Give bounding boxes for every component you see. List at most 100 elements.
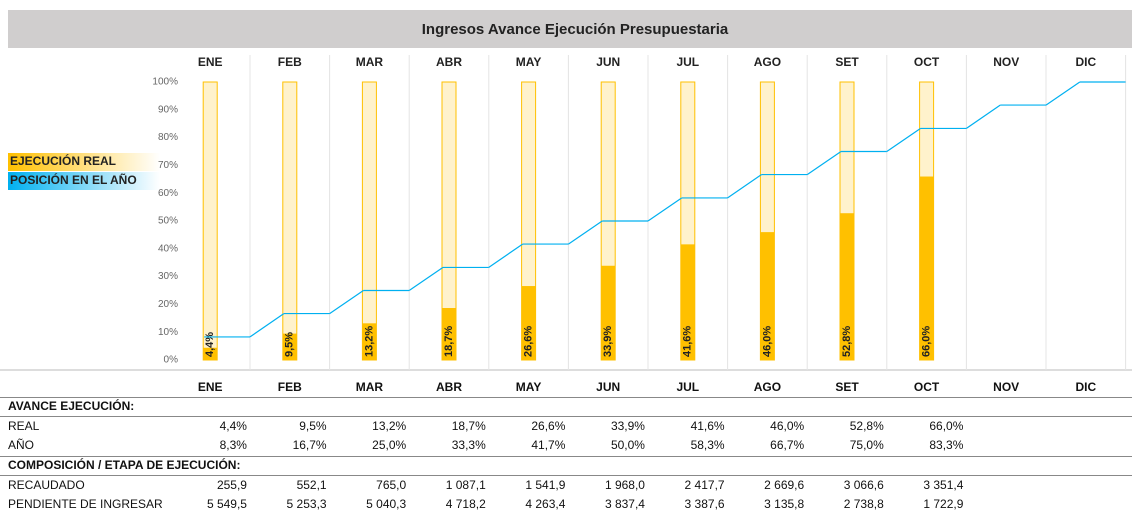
data-label: 52,8% — [841, 326, 853, 357]
table-cell: 33,9% — [610, 419, 645, 433]
table-cell: 5 040,3 — [366, 497, 407, 511]
table-cell: 5 253,3 — [286, 497, 327, 511]
table-cell: 18,7% — [451, 419, 486, 433]
line-connector — [568, 220, 603, 245]
table-cell: 3 066,6 — [843, 478, 884, 492]
table-cell: 2 669,6 — [764, 478, 805, 492]
data-label: 4,4% — [204, 332, 216, 357]
table-cell: 75,0% — [849, 438, 884, 452]
table-cell: 2 417,7 — [684, 478, 725, 492]
separator — [0, 397, 1132, 398]
y-tick-label: 100% — [152, 77, 178, 88]
table-cell: 3 351,4 — [923, 478, 964, 492]
data-label: 33,9% — [602, 326, 614, 357]
table-header: MAR — [355, 380, 384, 394]
table-header: MAY — [515, 380, 542, 394]
section-title: COMPOSICIÓN / ETAPA DE EJECUCIÓN: — [8, 458, 241, 472]
x-tick-label: DIC — [1075, 55, 1096, 69]
data-label: 41,6% — [682, 326, 694, 357]
table-cell: 255,9 — [216, 478, 247, 492]
bar — [521, 286, 536, 360]
bar — [680, 244, 695, 360]
legend-label: EJECUCIÓN REAL — [10, 153, 116, 168]
line-connector — [886, 127, 921, 152]
x-tick-label: OCT — [914, 55, 940, 69]
separator — [0, 475, 1132, 476]
bar — [282, 333, 297, 360]
row-label: RECAUDADO — [8, 478, 85, 492]
table-cell: 58,3% — [690, 438, 725, 452]
y-tick-label: 30% — [158, 271, 178, 282]
table-cell: 46,0% — [770, 419, 805, 433]
y-tick-label: 60% — [158, 188, 178, 199]
data-label: 9,5% — [284, 332, 296, 357]
table-cell: 8,3% — [219, 438, 247, 452]
x-tick-label: JUL — [676, 55, 699, 69]
separator — [0, 416, 1132, 417]
table-cell: 52,8% — [849, 419, 884, 433]
table-cell: 1 968,0 — [604, 478, 645, 492]
row-label: REAL — [8, 419, 40, 433]
table-header: OCT — [913, 380, 940, 394]
table-cell: 2 738,8 — [843, 497, 884, 511]
line-connector — [408, 266, 444, 291]
table-header: SET — [835, 380, 859, 394]
data-label: 66,0% — [921, 326, 933, 357]
x-tick-label: AGO — [754, 55, 781, 69]
table-cell: 4 263,4 — [525, 497, 566, 511]
table-cell: 41,7% — [531, 438, 566, 452]
table-cell: 66,0% — [929, 419, 964, 433]
table-header: ABR — [435, 380, 462, 394]
table-cell: 1 722,9 — [923, 497, 964, 511]
row-label: PENDIENTE DE INGRESAR — [8, 497, 163, 511]
table-cell: 26,6% — [531, 419, 566, 433]
table-header: FEB — [277, 380, 302, 394]
x-tick-label: NOV — [993, 55, 1019, 69]
x-tick-label: MAY — [516, 55, 542, 69]
table-header: ENE — [197, 380, 223, 394]
y-tick-label: 50% — [158, 216, 178, 227]
y-tick-label: 20% — [158, 299, 178, 310]
table-cell: 13,2% — [372, 419, 407, 433]
bar — [601, 265, 616, 360]
y-tick-label: 80% — [158, 132, 178, 143]
line-connector — [249, 313, 285, 338]
table-cell: 5 549,5 — [206, 497, 247, 511]
legend-swatch — [8, 172, 160, 190]
separator — [0, 456, 1132, 457]
x-tick-label: FEB — [278, 55, 302, 69]
table-cell: 1 541,9 — [525, 478, 566, 492]
table-cell: 66,7% — [770, 438, 805, 452]
table-cell: 4 718,2 — [445, 497, 486, 511]
legend-label: POSICIÓN EN EL AÑO — [10, 172, 137, 187]
table-header: JUL — [676, 380, 700, 394]
x-tick-label: ENE — [198, 55, 223, 69]
line-connector — [966, 104, 1001, 129]
line-connector — [329, 290, 364, 315]
x-tick-label: SET — [835, 55, 859, 69]
table-cell: 33,3% — [451, 438, 486, 452]
y-tick-label: 90% — [158, 104, 178, 115]
title-bar — [8, 10, 1132, 48]
bar — [919, 176, 934, 360]
table-cell: 4,4% — [219, 419, 247, 433]
y-tick-label: 10% — [158, 327, 178, 338]
table-cell: 765,0 — [376, 478, 407, 492]
data-label: 26,6% — [523, 326, 535, 357]
data-label: 46,0% — [761, 326, 773, 357]
line-connector — [488, 243, 523, 268]
table-cell: 3 387,6 — [684, 497, 725, 511]
data-label: 18,7% — [443, 326, 455, 357]
line-connector — [806, 151, 842, 176]
table-header: JUN — [596, 380, 621, 394]
table-cell: 16,7% — [292, 438, 327, 452]
y-tick-label: 40% — [158, 243, 178, 254]
table-cell: 25,0% — [372, 438, 407, 452]
bar — [760, 232, 775, 360]
x-tick-label: MAR — [356, 55, 384, 69]
table-cell: 9,5% — [299, 419, 327, 433]
table-cell: 50,0% — [610, 438, 645, 452]
table-header: DIC — [1075, 380, 1097, 394]
